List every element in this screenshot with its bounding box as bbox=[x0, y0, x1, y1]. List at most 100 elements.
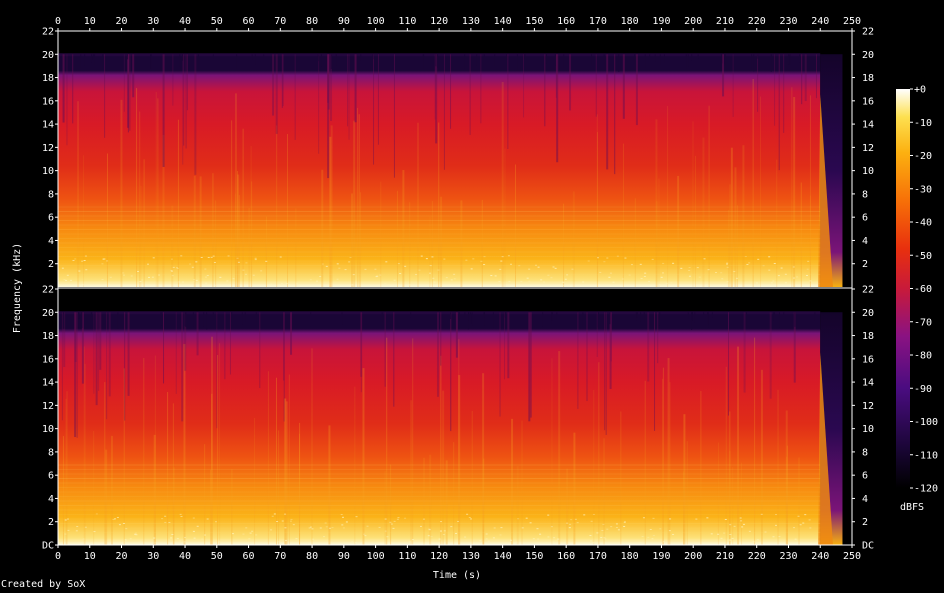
harmonic-texture bbox=[428, 529, 431, 531]
transient-streak bbox=[106, 153, 108, 287]
colorbar-tick-label: -60 bbox=[914, 284, 932, 295]
cutoff-ripple bbox=[634, 54, 636, 64]
y-tick-label-right: 10 bbox=[862, 166, 874, 177]
harmonic-texture bbox=[710, 533, 713, 535]
harmonic-texture bbox=[308, 527, 311, 529]
x-tick-label-bottom: 110 bbox=[398, 551, 416, 562]
cutoff-ripple bbox=[203, 312, 205, 327]
harmonic-texture bbox=[660, 276, 663, 278]
harmonic-texture bbox=[170, 270, 173, 272]
harmonic-band bbox=[58, 496, 821, 497]
harmonic-band bbox=[58, 215, 821, 217]
harmonic-texture bbox=[390, 523, 393, 525]
cutoff-ripple bbox=[231, 312, 233, 322]
transient-streak bbox=[603, 438, 605, 545]
x-tick-label-top: 220 bbox=[748, 16, 766, 27]
transient-streak bbox=[683, 414, 686, 545]
transient-streak bbox=[177, 119, 179, 288]
transient-streak bbox=[809, 195, 811, 287]
harmonic-texture bbox=[731, 537, 734, 539]
harmonic-texture bbox=[161, 518, 164, 520]
transient-streak bbox=[83, 346, 85, 545]
transient-streak bbox=[501, 81, 504, 288]
harmonic-texture bbox=[285, 283, 288, 285]
transient-streak bbox=[662, 367, 664, 545]
harmonic-texture bbox=[649, 528, 652, 530]
cutoff-ripple bbox=[184, 312, 186, 327]
transient-streak bbox=[667, 358, 670, 545]
x-tick-label-bottom: 100 bbox=[367, 551, 385, 562]
transient-streak bbox=[229, 312, 231, 375]
y-tick-label-right: 18 bbox=[862, 73, 874, 84]
transient-streak bbox=[417, 122, 419, 287]
colorbar-tick-label: +0 bbox=[914, 85, 926, 96]
harmonic-texture bbox=[338, 267, 341, 269]
harmonic-texture bbox=[670, 282, 673, 284]
cutoff-ripple bbox=[597, 312, 599, 328]
cutoff-ripple bbox=[724, 54, 726, 66]
harmonic-texture bbox=[479, 540, 482, 542]
harmonic-texture bbox=[75, 530, 78, 532]
harmonic-texture bbox=[794, 538, 797, 540]
harmonic-texture bbox=[742, 523, 745, 525]
transient-streak bbox=[298, 433, 300, 545]
transient-streak bbox=[93, 430, 95, 545]
transient-streak bbox=[577, 312, 579, 409]
transient-streak bbox=[380, 181, 382, 287]
harmonic-texture bbox=[464, 536, 467, 538]
y-tick-label-left: 18 bbox=[42, 73, 54, 84]
harmonic-texture bbox=[453, 278, 456, 280]
colorbar-tick-label: -80 bbox=[914, 351, 932, 362]
transient-streak bbox=[204, 444, 206, 545]
transient-streak bbox=[595, 54, 597, 117]
harmonic-texture bbox=[289, 520, 292, 522]
cutoff-ripple bbox=[241, 312, 243, 325]
harmonic-texture bbox=[799, 524, 802, 526]
harmonic-texture bbox=[547, 536, 550, 538]
y-tick-label-right: 4 bbox=[862, 494, 868, 505]
harmonic-texture bbox=[64, 519, 67, 521]
cutoff-ripple bbox=[212, 312, 214, 318]
harmonic-texture bbox=[796, 276, 799, 278]
harmonic-texture bbox=[130, 275, 133, 277]
transient-streak bbox=[172, 403, 174, 545]
harmonic-texture bbox=[749, 284, 752, 286]
harmonic-texture bbox=[331, 527, 334, 529]
transient-streak bbox=[614, 54, 616, 175]
transient-streak bbox=[702, 137, 705, 287]
transient-streak bbox=[281, 54, 283, 108]
harmonic-texture bbox=[351, 284, 354, 286]
cutoff-ripple bbox=[691, 54, 693, 61]
harmonic-texture bbox=[363, 533, 366, 535]
harmonic-texture bbox=[615, 526, 618, 528]
cutoff-ripple bbox=[63, 312, 65, 329]
harmonic-texture bbox=[139, 540, 142, 542]
harmonic-texture bbox=[418, 269, 421, 271]
harmonic-texture bbox=[517, 518, 520, 520]
transient-streak bbox=[139, 111, 141, 288]
harmonic-texture bbox=[501, 256, 504, 258]
x-tick-label-bottom: 180 bbox=[621, 551, 639, 562]
x-tick-label-top: 200 bbox=[684, 16, 702, 27]
harmonic-band bbox=[58, 464, 821, 466]
y-tick-label-right: 16 bbox=[862, 96, 874, 107]
transient-streak bbox=[384, 312, 386, 387]
transient-streak bbox=[754, 337, 756, 545]
transient-streak bbox=[572, 191, 575, 287]
transient-streak bbox=[586, 312, 588, 402]
harmonic-texture bbox=[205, 282, 208, 284]
harmonic-texture bbox=[688, 275, 691, 277]
harmonic-texture bbox=[470, 518, 473, 520]
transient-streak bbox=[593, 389, 595, 545]
harmonic-texture bbox=[176, 538, 179, 540]
harmonic-texture bbox=[427, 535, 430, 537]
harmonic-texture bbox=[64, 533, 67, 535]
transient-streak bbox=[136, 88, 138, 288]
transient-streak bbox=[83, 155, 85, 287]
harmonic-texture bbox=[457, 520, 460, 522]
harmonic-texture bbox=[438, 538, 441, 540]
harmonic-texture bbox=[809, 280, 812, 282]
transient-streak bbox=[529, 312, 532, 418]
harmonic-band bbox=[58, 469, 821, 470]
harmonic-texture bbox=[84, 526, 87, 528]
